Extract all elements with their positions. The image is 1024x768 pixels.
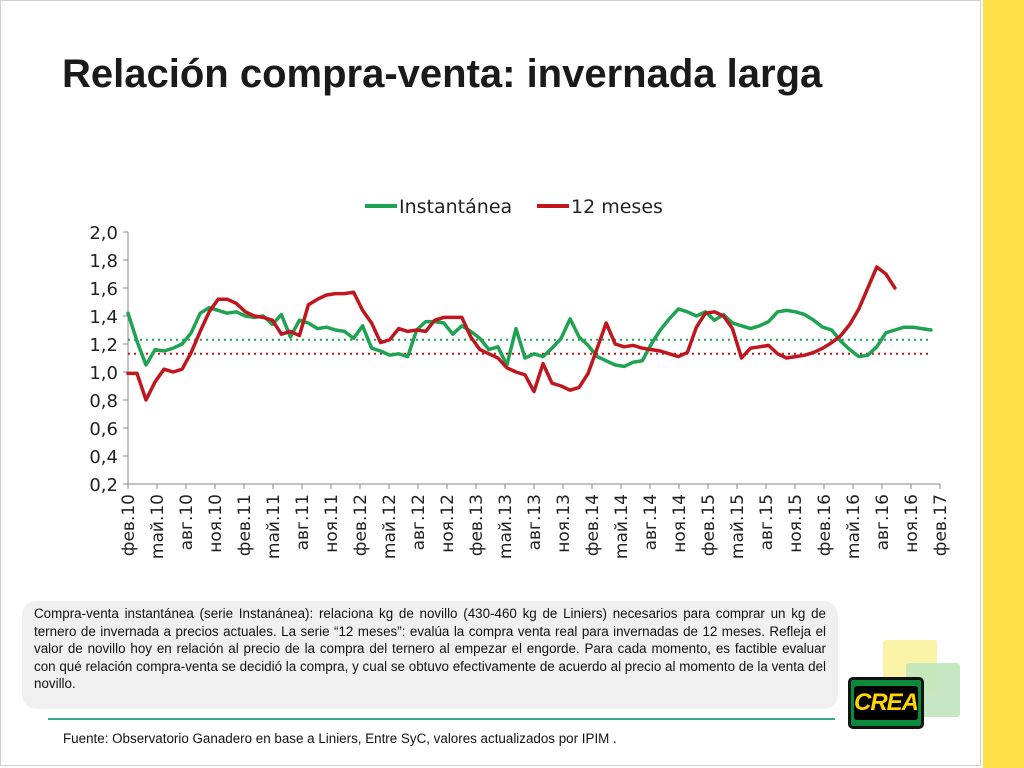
y-tick-label: 2,0 — [89, 223, 118, 244]
y-tick-label: 1,0 — [89, 363, 118, 384]
y-tick-label: 0,2 — [89, 475, 118, 496]
x-tick-label: aвг.12 — [409, 494, 429, 550]
crea-logo-text: CREA — [854, 686, 919, 720]
y-tick-label: 0,8 — [89, 391, 118, 412]
x-tick-label: нoя.16 — [902, 494, 922, 553]
x-tick-label: фeв.11 — [235, 494, 255, 556]
x-tick-label: aвг.13 — [525, 494, 545, 550]
source-text: Fuente: Observatorio Ganadero en base a … — [63, 731, 617, 746]
x-tick-label: фeв.13 — [467, 494, 487, 556]
x-tick-label: фeв.12 — [351, 494, 371, 556]
x-tick-label: aвг.16 — [873, 494, 893, 550]
x-tick-label: maй.12 — [380, 494, 400, 559]
legend-label: Instantánea — [399, 196, 512, 218]
x-tick-label: aвг.10 — [177, 494, 197, 550]
x-tick-label: aвг.11 — [293, 494, 313, 550]
series-line-instant-nea — [126, 305, 933, 369]
x-tick-label: нoя.14 — [670, 494, 690, 553]
slide-title: Relación compra-venta: invernada larga — [62, 52, 823, 96]
x-tick-label: фeв.17 — [931, 494, 951, 556]
x-tick-label: фeв.15 — [699, 494, 719, 556]
x-tick-label: фeв.14 — [583, 494, 603, 556]
y-tick-label: 1,8 — [89, 251, 118, 272]
x-tick-label: aвг.14 — [641, 494, 661, 550]
y-tick-label: 0,4 — [89, 447, 118, 468]
y-tick-label: 0,6 — [89, 419, 118, 440]
explanation-text: Compra-venta instantánea (serie Instanán… — [34, 606, 826, 692]
x-tick-label: нoя.11 — [322, 494, 342, 553]
x-tick-label: maй.11 — [264, 494, 284, 559]
divider-line — [48, 718, 835, 720]
x-tick-label: нoя.10 — [206, 494, 226, 553]
x-tick-label: фeв.16 — [815, 494, 835, 556]
x-tick-label: maй.14 — [612, 494, 632, 559]
x-tick-label: maй.15 — [728, 494, 748, 559]
x-tick-label: нoя.13 — [554, 494, 574, 553]
y-tick-label: 1,6 — [89, 279, 118, 300]
y-tick-label: 1,2 — [89, 335, 118, 356]
x-tick-label: maй.16 — [844, 494, 864, 559]
x-tick-label: maй.13 — [496, 494, 516, 559]
crea-logo: CREA — [848, 677, 924, 729]
series-line-12-meses — [126, 265, 897, 402]
legend-label: 12 meses — [571, 196, 663, 218]
x-tick-label: aвг.15 — [757, 494, 777, 550]
side-stripe — [983, 0, 1024, 768]
x-tick-label: нoя.15 — [786, 494, 806, 553]
x-tick-label: фeв.10 — [119, 494, 139, 556]
x-tick-label: нoя.12 — [438, 494, 458, 553]
y-tick-label: 1,4 — [89, 307, 118, 328]
explanation-box: Compra-venta instantánea (serie Instanán… — [22, 601, 838, 709]
x-tick-label: maй.10 — [148, 494, 168, 559]
